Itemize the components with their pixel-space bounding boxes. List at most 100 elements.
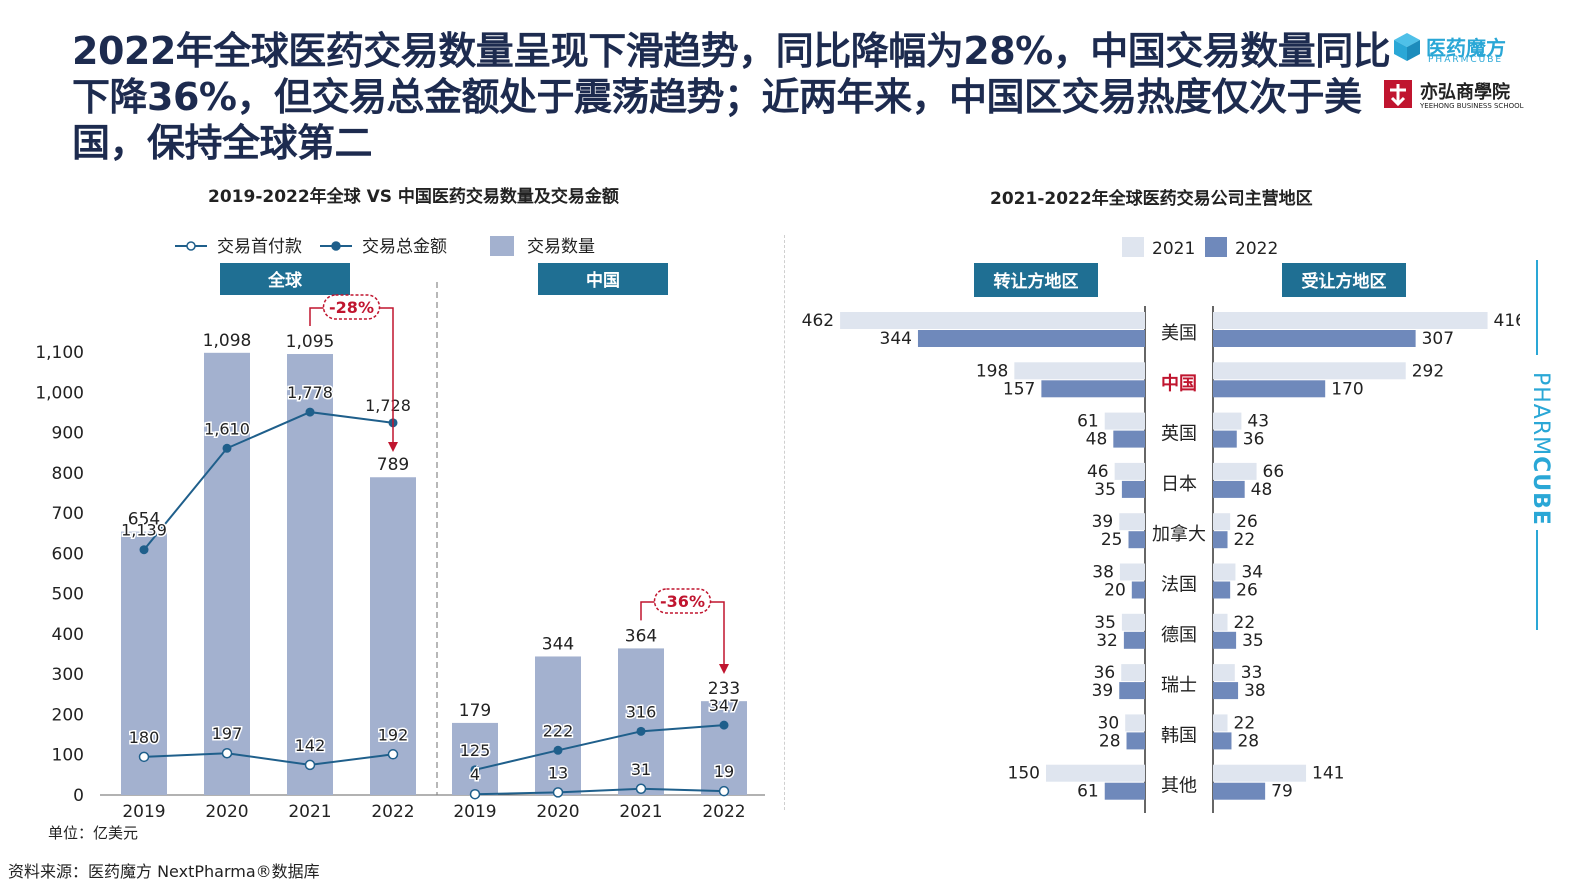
transferee-bar-2022 — [1213, 732, 1232, 750]
transferor-bar-2021 — [1119, 563, 1145, 581]
transferor-bar-2022 — [1113, 430, 1145, 448]
transferee-bar-2022 — [1213, 330, 1416, 347]
transferor-value-2021: 30 — [1098, 713, 1120, 733]
bar-deal-count — [370, 477, 416, 795]
bar-deal-count — [535, 656, 581, 795]
transferor-bar-2022 — [1126, 732, 1145, 750]
change-badge — [322, 294, 381, 320]
transferor-value-2021: 462 — [802, 311, 834, 331]
y-tick-label: 1,000 — [35, 383, 84, 403]
y-tick-label: 1,100 — [35, 343, 84, 363]
transferee-value-2021: 292 — [1412, 361, 1444, 381]
region-label: 法国 — [1161, 575, 1197, 596]
x-tick-label: 2022 — [371, 802, 414, 822]
legend-label: 交易总金额 — [362, 237, 447, 257]
y-tick-label: 500 — [52, 585, 84, 605]
right-header-label: 受让方地区 — [1302, 271, 1387, 292]
transferee-value-2021: 43 — [1247, 412, 1269, 432]
x-tick-label: 2022 — [702, 802, 745, 822]
point-upfront — [387, 749, 399, 760]
transferee-value-2021: 26 — [1236, 512, 1258, 532]
bar-value-label: 179 — [459, 701, 491, 721]
unit-label: 单位：亿美元 — [48, 824, 139, 842]
transferee-value-2021: 416 — [1494, 311, 1520, 331]
upfront-label: 31 — [631, 760, 651, 779]
y-tick-label: 800 — [52, 464, 84, 484]
transferor-value-2021: 38 — [1092, 563, 1114, 583]
y-tick-label: 0 — [73, 786, 84, 806]
bar-deal-count — [204, 352, 250, 795]
line-upfront — [143, 752, 394, 766]
x-tick-label: 2020 — [536, 802, 579, 822]
left-header-label: 转让方地区 — [994, 271, 1079, 292]
total-amount-label: 1,139 — [121, 521, 167, 540]
transferor-value-2021: 46 — [1087, 462, 1109, 482]
transferor-bar-2022 — [1104, 782, 1145, 800]
transferor-bar-2022 — [1128, 531, 1145, 549]
legend-marker — [331, 241, 341, 251]
bar-value-label: 1,095 — [286, 332, 335, 352]
transferor-value-2022: 20 — [1104, 581, 1126, 601]
transferor-bar-2022 — [1041, 380, 1145, 398]
legend-swatch-count — [490, 236, 514, 256]
transferor-bar-2022 — [1121, 480, 1145, 498]
change-badge — [653, 588, 712, 614]
transferee-value-2022: 307 — [1422, 329, 1454, 349]
transferor-value-2021: 36 — [1094, 663, 1116, 683]
transferor-value-2022: 32 — [1096, 631, 1118, 651]
bar-deal-count — [121, 531, 167, 795]
transferor-value-2022: 157 — [1003, 379, 1035, 399]
transferee-bar-2022 — [1213, 631, 1237, 649]
cube-icon — [1394, 33, 1420, 61]
upfront-label: 192 — [378, 725, 409, 744]
bar-value-label: 789 — [377, 455, 409, 475]
transferee-value-2021: 66 — [1263, 462, 1285, 482]
x-tick-label: 2020 — [205, 802, 248, 822]
transferor-value-2021: 39 — [1092, 512, 1114, 532]
transferee-bar-2021 — [1213, 714, 1228, 732]
bar-deal-count — [452, 722, 498, 795]
side-brand-text: PHARMCUBE — [1528, 372, 1553, 526]
transferor-value-2022: 39 — [1092, 681, 1114, 701]
right-header-box — [1282, 263, 1406, 297]
yeehong-sub: YEEHONG BUSINESS SCHOOL — [1420, 102, 1524, 110]
bar-deal-count — [287, 354, 333, 795]
legend-swatch-2021 — [1122, 237, 1144, 257]
line-upfront — [474, 787, 725, 796]
point-upfront — [221, 747, 233, 759]
transferor-bar-2021 — [1121, 664, 1145, 682]
transferor-bar-2022 — [1131, 581, 1145, 599]
upfront-label: 13 — [548, 763, 568, 782]
yeehong-mark-icon — [1384, 80, 1412, 108]
left-header-box — [974, 263, 1098, 297]
left-chart: 交易首付款 交易总金额 交易数量 0 100 200 300 400 500 600 700 800 9… — [35, 236, 765, 822]
yeehong-name: 亦弘商學院 — [1420, 82, 1510, 103]
transferee-bar-2022 — [1213, 581, 1231, 599]
total-amount-label: 316 — [626, 702, 657, 721]
transferor-bar-2022 — [1119, 682, 1145, 700]
transferee-bar-2021 — [1213, 462, 1257, 480]
total-amount-label: 1,778 — [287, 383, 333, 402]
transferee-value-2022: 26 — [1236, 581, 1258, 601]
transferee-value-2021: 141 — [1312, 764, 1344, 784]
legend-label: 2022 — [1235, 239, 1278, 259]
bar-deal-count — [701, 701, 747, 795]
transferor-value-2022: 48 — [1086, 430, 1108, 450]
transferee-bar-2021 — [1213, 664, 1235, 682]
transferor-value-2022: 61 — [1077, 782, 1099, 802]
transferee-bar-2021 — [1213, 513, 1231, 531]
point-total-amount — [470, 765, 480, 775]
total-amount-label: 222 — [543, 721, 574, 740]
y-tick-label: 900 — [52, 424, 84, 444]
transferee-value-2022: 38 — [1244, 681, 1266, 701]
point-total-amount — [305, 407, 315, 417]
x-tick-label: 2021 — [619, 802, 662, 822]
bar-value-label: 364 — [625, 626, 657, 646]
change-badge-label: -28% — [329, 298, 374, 317]
legend-marker — [186, 241, 196, 251]
transferor-bar-2021 — [1119, 513, 1145, 531]
pharmcube-name: 医药魔方 — [1426, 36, 1506, 60]
total-amount-label: 347 — [709, 696, 740, 715]
transferee-value-2021: 33 — [1241, 663, 1263, 683]
upfront-label: 19 — [714, 762, 734, 781]
